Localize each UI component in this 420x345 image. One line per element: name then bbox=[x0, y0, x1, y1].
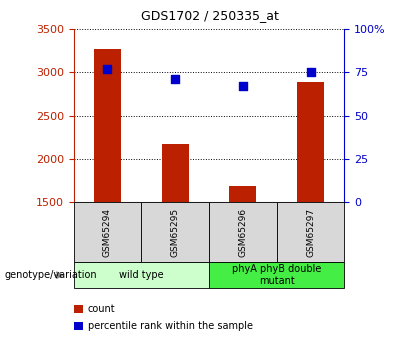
Text: GDS1702 / 250335_at: GDS1702 / 250335_at bbox=[141, 9, 279, 22]
Text: GSM65297: GSM65297 bbox=[306, 207, 315, 257]
Point bbox=[239, 83, 246, 89]
Text: GSM65294: GSM65294 bbox=[103, 207, 112, 257]
Text: wild type: wild type bbox=[119, 270, 163, 280]
Point bbox=[172, 77, 178, 82]
Bar bbox=[94, 49, 121, 202]
Bar bbox=[297, 82, 324, 202]
Text: percentile rank within the sample: percentile rank within the sample bbox=[88, 321, 253, 331]
Point bbox=[104, 66, 111, 72]
Point bbox=[307, 70, 314, 75]
Bar bbox=[229, 186, 256, 202]
Text: GSM65295: GSM65295 bbox=[171, 207, 180, 257]
Text: phyA phyB double
mutant: phyA phyB double mutant bbox=[232, 264, 321, 286]
Bar bbox=[162, 144, 189, 202]
Text: count: count bbox=[88, 304, 116, 314]
Text: genotype/variation: genotype/variation bbox=[4, 270, 97, 280]
Text: GSM65296: GSM65296 bbox=[238, 207, 247, 257]
